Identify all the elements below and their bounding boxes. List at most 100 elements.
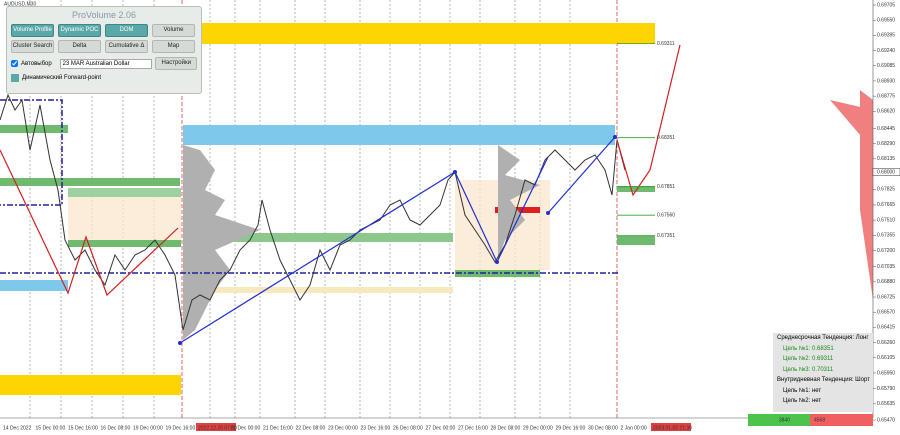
y-tick-label: 0.67665 xyxy=(877,202,895,208)
buy-bar xyxy=(748,414,810,426)
sell-count: 4568 xyxy=(814,417,825,423)
y-tick-label: 0.67035 xyxy=(877,264,895,270)
auto-select: Автовыбор xyxy=(21,60,52,67)
x-tick-label: 23 Dec 16:00 xyxy=(361,425,391,431)
levels: 0.69311 0.68351 0.67851 0.67560 0.67351 xyxy=(617,41,675,239)
y-tick-label: 0.68135 xyxy=(877,156,895,162)
y-tick-label: 0.65635 xyxy=(877,401,895,407)
current-price-box xyxy=(872,168,900,176)
button[interactable]: Volume Profile xyxy=(11,24,54,37)
toggle[interactable] xyxy=(11,74,19,82)
y-tick-label: 0.66570 xyxy=(877,310,895,316)
y-tick-label: 0.65790 xyxy=(877,386,895,392)
x-tick-label: 15 Dec 00:00 xyxy=(36,425,66,431)
symbol: AUDUSD,M30 xyxy=(4,1,36,7)
x-tick-label: 21 Dec 16:00 xyxy=(263,425,293,431)
x-tick-label: 28 Dec 08:00 xyxy=(491,425,521,431)
y-ticks: 0.69705 0.69550 0.69395 0.69240 0.69085 0.689… xyxy=(872,2,900,423)
x-tick-label: 19 Dec 16:00 xyxy=(166,425,196,431)
y-tick-label: 0.65470 xyxy=(877,417,895,423)
settings-button[interactable]: Настройки xyxy=(155,57,197,70)
x-tick-label: 2023.01.02 21:30 xyxy=(653,425,692,431)
x-tick-label: 2022.12.20 07:00 xyxy=(198,425,237,431)
target: Цель №1: нет xyxy=(783,387,822,394)
level-label: 0.69311 xyxy=(657,41,675,47)
panel-title: ProVolume 2.06 xyxy=(71,10,137,20)
button[interactable]: Delta xyxy=(58,40,101,53)
level-label: 0.68351 xyxy=(657,135,675,141)
y-tick-label: 0.67200 xyxy=(877,248,895,254)
target: Цель №3: 0.70311 xyxy=(783,366,834,373)
button[interactable]: Cumulative Δ xyxy=(105,40,148,53)
target: Цель №1: 0.68351 xyxy=(783,345,834,352)
y-tick-label: 0.68290 xyxy=(877,141,895,147)
y-tick-label: 0.68445 xyxy=(877,126,895,132)
x-tick-label: 27 Dec 00:00 xyxy=(426,425,456,431)
price-path xyxy=(0,93,626,331)
zigzag xyxy=(547,136,616,214)
sell-bar xyxy=(810,414,873,426)
x-tick-label: 23 Dec 00:00 xyxy=(328,425,358,431)
x-tick-label: 19 Dec 00:00 xyxy=(133,425,163,431)
y-tick-label: 0.69240 xyxy=(877,48,895,54)
time-highlight xyxy=(196,423,236,431)
buy-count: 3840 xyxy=(779,417,790,423)
y-tick-label: 0.68775 xyxy=(877,93,895,99)
y-tick-label: 0.69085 xyxy=(877,63,895,69)
x-tick-label: 15 Dec 16:00 xyxy=(68,425,98,431)
zones xyxy=(0,23,655,395)
x-tick-label: 29 Dec 00:00 xyxy=(523,425,553,431)
forward-point: Динамический Forward-point xyxy=(22,75,102,81)
time-highlight xyxy=(651,423,691,431)
button[interactable]: Dynamic POC xyxy=(58,24,101,37)
y-tick-label: 0.68620 xyxy=(877,109,895,115)
x-tick-label: 26 Dec 08:00 xyxy=(393,425,423,431)
forecast xyxy=(616,44,681,197)
level-label: 0.67560 xyxy=(657,213,675,219)
instrument-row: Автовыбор 23 MAR Australian Dollar Настр… xyxy=(11,57,197,70)
y-tick-label: 0.66415 xyxy=(877,325,895,331)
y-tick-label: 0.67510 xyxy=(877,217,895,223)
button[interactable]: DOM xyxy=(105,24,148,37)
mid-trend: Среднесрочная Тенденция: Лонг xyxy=(777,335,869,341)
target: Цель №2: нет xyxy=(783,398,822,404)
y-tick-label: 0.67825 xyxy=(877,187,895,193)
current-price: 0.68000 xyxy=(877,169,895,175)
level-label: 0.67851 xyxy=(657,184,675,190)
x-tick-label: 16 Dec 08:00 xyxy=(101,425,131,431)
y-tick-label: 0.66260 xyxy=(877,340,895,346)
x-tick-label: 30 Dec 08:00 xyxy=(588,425,618,431)
button[interactable]: Cluster Search xyxy=(11,40,54,53)
x-ticks: 14 Dec 2022 15 Dec 00:00 15 Dec 16:00 16 De… xyxy=(3,423,692,431)
y-tick-label: 0.66880 xyxy=(877,279,895,285)
instrument-select[interactable]: 23 MAR Australian Dollar xyxy=(59,58,153,69)
button-grid: Volume Profile Dynamic POC DOM Volume Cl… xyxy=(11,24,197,53)
x-tick-label: 27 Dec 16:00 xyxy=(458,425,488,431)
x-tick-label: 29 Dec 16:00 xyxy=(556,425,586,431)
price-axis xyxy=(873,0,900,435)
y-tick-label: 0.66105 xyxy=(877,355,895,361)
x-tick-label: 14 Dec 2022 xyxy=(3,425,32,431)
target: Цель №2: 0.69311 xyxy=(783,356,834,362)
pivots xyxy=(178,135,617,345)
info-box: Среднесрочная Тенденция: Лонг Цель №1: 0… xyxy=(773,333,873,412)
y-tick-label: 0.69705 xyxy=(877,2,895,8)
intraday-trend: Внутридневная Тенденция: Шорт xyxy=(777,377,870,383)
y-tick-label: 0.67355 xyxy=(877,233,895,239)
volume-profiles xyxy=(183,90,873,340)
checkbox[interactable] xyxy=(11,60,18,67)
x-tick-label: 2 Jan 00:00 xyxy=(621,425,647,431)
zigzag xyxy=(179,156,549,344)
y-tick-label: 0.69550 xyxy=(877,18,895,24)
button[interactable]: Volume xyxy=(152,24,195,37)
level-label: 0.67351 xyxy=(657,233,675,239)
x-tick-label: 21 Dec 00:00 xyxy=(231,425,261,431)
button[interactable]: Map xyxy=(152,40,195,53)
y-tick-label: 0.66725 xyxy=(877,294,895,300)
y-tick-label: 0.69395 xyxy=(877,33,895,39)
range-box xyxy=(0,99,63,206)
y-tick-label: 0.65950 xyxy=(877,370,895,376)
y-tick-label: 0.68930 xyxy=(877,78,895,84)
forward-row: Динамический Forward-point xyxy=(11,74,197,82)
